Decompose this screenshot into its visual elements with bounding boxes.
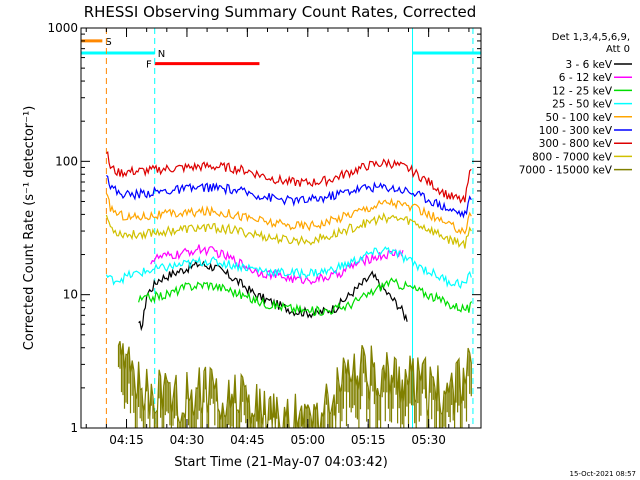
x-tick-label: 04:15 [109, 433, 144, 447]
legend-header: Det 1,3,4,5,6,9, [552, 32, 630, 43]
legend-label: 100 - 300 keV [539, 125, 613, 137]
series-lines [105, 151, 473, 428]
y-tick-label: 10 [63, 288, 78, 302]
legend-label: 6 - 12 keV [559, 72, 613, 84]
y-tick-label: 1 [70, 421, 78, 435]
x-tick-label: 05:00 [290, 433, 325, 447]
legend-label: 50 - 100 keV [545, 112, 612, 124]
y-tick-label: 1000 [47, 21, 78, 35]
legend-label: 12 - 25 keV [552, 85, 613, 97]
legend-subheader: Att 0 [606, 44, 630, 55]
plot-frame [80, 27, 482, 429]
x-tick-label: 05:30 [411, 433, 446, 447]
series-line [106, 151, 472, 204]
x-tick-label: 05:15 [351, 433, 386, 447]
flag-label: F [146, 60, 152, 71]
legend-label: 25 - 50 keV [552, 99, 613, 111]
flag-label: S [105, 37, 111, 48]
x-tick-label: 04:45 [230, 433, 265, 447]
legend-label: 3 - 6 keV [565, 59, 612, 71]
y-axis: 1 10 100 1000 [47, 21, 481, 435]
series-line [106, 174, 472, 219]
y-axis-label: Corrected Count Rate (s⁻¹ detector⁻¹) [22, 106, 37, 351]
chart-title: RHESSI Observing Summary Count Rates, Co… [84, 3, 477, 21]
series-line [138, 277, 473, 317]
legend-label: 300 - 800 keV [539, 138, 613, 150]
x-axis-label: Start Time (21-May-07 04:03:42) [174, 455, 388, 470]
legend-label: 800 - 7000 keV [532, 151, 613, 163]
flag-label: N [158, 49, 165, 60]
series-line [117, 340, 472, 428]
series-line [105, 246, 472, 290]
legend-label: 7000 - 15000 keV [519, 165, 613, 177]
series-line [105, 212, 472, 249]
flag-bars: S NF [81, 37, 481, 71]
series-line [105, 193, 472, 235]
x-axis: 04:15 04:30 04:45 05:00 05:15 05:30 [85, 28, 470, 447]
timestamp: 15-Oct-2021 08:57 [570, 470, 636, 478]
x-tick-label: 04:30 [170, 433, 205, 447]
y-tick-label: 100 [55, 154, 78, 168]
